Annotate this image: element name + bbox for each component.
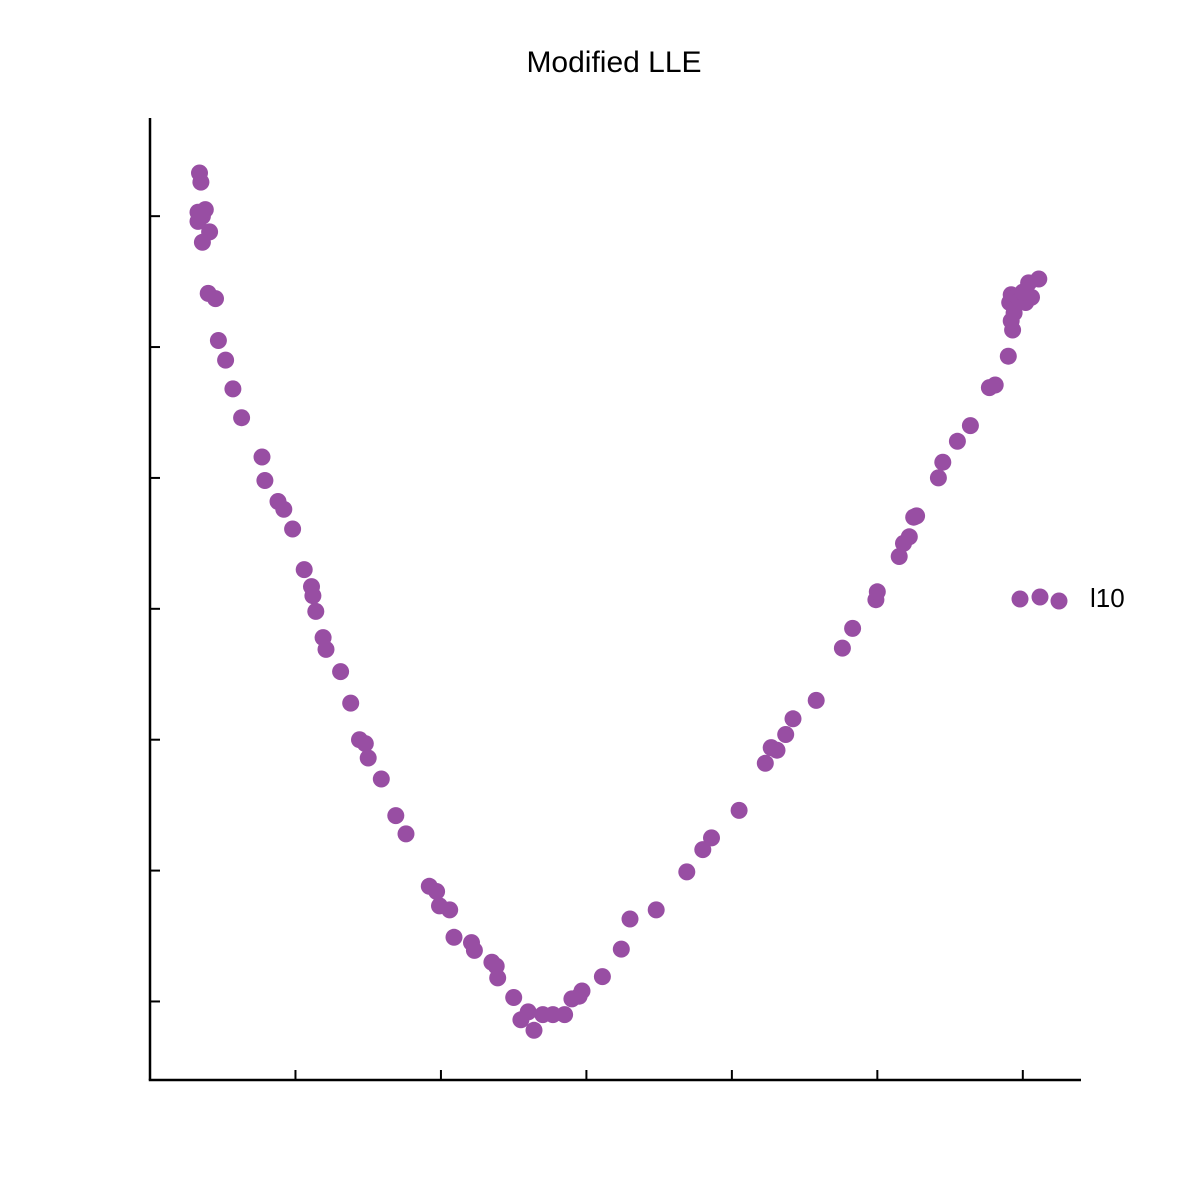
data-point-65 [777,726,795,743]
data-point-18 [275,500,293,518]
data-point-76 [908,507,926,525]
data-point-29 [356,735,374,753]
data-point-30 [359,749,377,767]
legend-marker-3 [1050,592,1068,610]
scatter-series-points [189,164,1048,1039]
data-point-43 [489,969,507,987]
data-point-37 [441,901,459,919]
data-point-68 [833,639,851,657]
data-point-61 [730,801,748,819]
data-point-47 [525,1021,543,1039]
data-point-80 [961,417,979,435]
data-point-64 [768,741,786,759]
data-point-23 [307,602,325,620]
data-point-31 [372,770,390,788]
data-point-38 [445,928,463,946]
data-point-74 [900,528,918,546]
data-point-44 [505,989,523,1006]
data-point-55 [612,940,630,958]
data-point-6 [196,201,214,219]
data-point-69 [844,619,862,637]
data-point-71 [868,583,886,601]
data-point-82 [986,376,1004,394]
data-point-12 [217,351,235,369]
data-point-59 [694,841,712,859]
data-point-67 [807,691,825,709]
data-point-22 [304,587,322,605]
data-point-79 [948,432,966,450]
data-point-26 [332,663,350,681]
data-point-53 [573,982,591,1000]
legend-marker-1 [1011,590,1029,608]
y-ticks [150,215,160,1003]
data-point-10 [207,290,224,308]
data-point-27 [342,694,360,712]
data-point-54 [593,968,611,986]
legend-marker-group [1011,588,1068,610]
data-point-83 [999,347,1017,365]
chart-title: Modified LLE [526,46,701,79]
data-point-8 [193,233,211,251]
data-point-50 [556,1006,574,1024]
data-point-49 [544,1006,562,1024]
data-point-66 [784,710,802,728]
data-point-16 [256,472,274,489]
data-point-56 [621,910,639,928]
data-point-60 [703,829,720,847]
data-point-77 [929,469,947,487]
data-point-95 [1030,270,1048,288]
data-point-14 [233,409,251,427]
legend: l10 [1011,583,1125,613]
data-point-33 [397,825,415,843]
data-point-15 [253,448,271,466]
data-point-11 [209,332,227,349]
data-point-2 [192,173,210,191]
x-ticks [294,1070,1024,1080]
data-point-72 [890,548,908,565]
plot-area [148,118,1081,1082]
data-point-58 [678,863,696,881]
data-point-35 [428,883,446,900]
data-point-19 [284,520,302,538]
data-point-25 [317,640,335,658]
legend-marker-2 [1031,588,1049,606]
data-point-13 [224,380,242,398]
data-point-40 [465,941,483,959]
data-point-78 [934,453,952,471]
legend-label: l10 [1090,583,1125,613]
data-point-32 [387,807,405,825]
data-point-57 [647,901,665,919]
data-point-20 [295,561,313,579]
data-point-46 [519,1003,537,1021]
data-point-62 [756,754,774,772]
